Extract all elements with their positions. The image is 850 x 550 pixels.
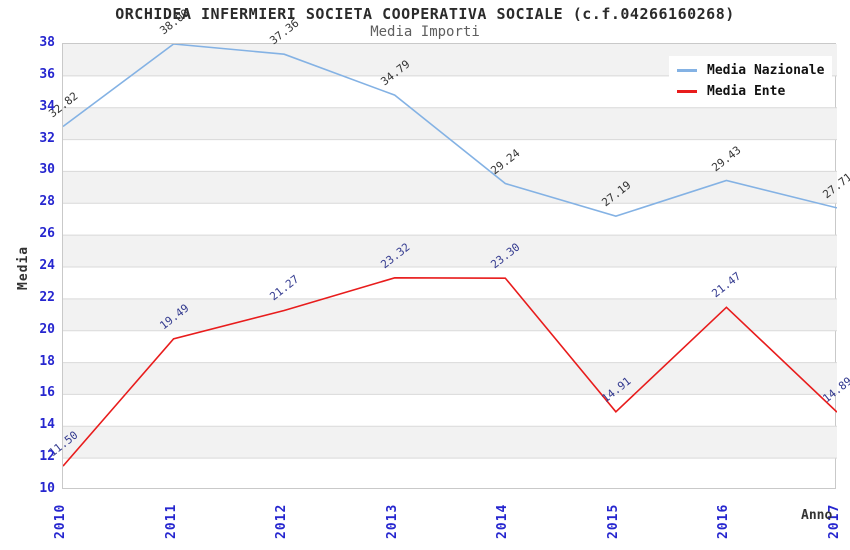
y-tick-label: 34 — [39, 98, 55, 114]
legend: Media Nazionale Media Ente — [669, 56, 833, 106]
grid-band — [63, 171, 837, 204]
y-tick-label: 28 — [39, 194, 55, 210]
y-tick-label: 20 — [39, 321, 55, 337]
chart-title: ORCHIDEA INFERMIERI SOCIETA COOPERATIVA … — [115, 5, 735, 23]
y-tick-label: 30 — [39, 162, 55, 178]
data-point-label: 29.24 — [488, 146, 523, 177]
x-tick-label: 2012 — [274, 503, 290, 539]
x-tick-label: 2014 — [495, 503, 511, 539]
y-tick-label: 18 — [39, 353, 55, 369]
y-tick-label: 38 — [39, 35, 55, 50]
nazionale-line-swatch-icon — [677, 69, 697, 72]
grid-band — [63, 362, 837, 395]
data-point-label: 27.19 — [599, 178, 634, 210]
y-tick-label: 12 — [39, 449, 55, 465]
data-point-label: 29.43 — [709, 143, 744, 174]
x-tick-label: 2013 — [384, 503, 400, 539]
data-point-label: 23.30 — [488, 240, 523, 272]
x-axis-title: Anno — [801, 508, 833, 523]
y-tick-label: 36 — [39, 66, 55, 82]
y-tick-label: 24 — [39, 258, 55, 273]
data-point-label: 19.49 — [156, 301, 192, 333]
y-tick-label: 22 — [39, 289, 55, 305]
data-point-labels: 32.82 38.00 37.36 34.79 29.24 27.19 29.43 27.71… — [46, 7, 850, 488]
data-point-label: 23.32 — [378, 240, 413, 272]
data-point-label: 21.47 — [709, 269, 744, 301]
legend-item-media-ente: Media Ente — [677, 81, 824, 102]
data-point-label: 14.91 — [599, 374, 634, 405]
data-point-label: 21.27 — [267, 273, 302, 304]
y-tick-label: 16 — [39, 385, 55, 401]
x-tick-label: 2015 — [605, 503, 621, 539]
x-tick-label: 2016 — [716, 503, 732, 539]
legend-label: Media Ente — [707, 84, 786, 99]
series-line-media-nazionale — [63, 44, 837, 218]
y-tick-label: 14 — [39, 417, 55, 433]
grid-band — [63, 107, 837, 140]
x-tick-label: 2011 — [163, 503, 179, 539]
y-tick-label: 32 — [39, 130, 55, 146]
data-point-label: 34.79 — [378, 57, 413, 89]
grid-band — [63, 235, 837, 267]
legend-item-media-nazionale: Media Nazionale — [677, 60, 824, 81]
plot-area: 32.82 38.00 37.36 34.79 29.24 27.19 29.43 27.71… — [46, 7, 850, 489]
chart-subtitle: Media Importi — [370, 24, 480, 40]
grid-band — [63, 426, 837, 459]
legend-label: Media Nazionale — [707, 63, 825, 78]
series-line-media-ente — [63, 277, 837, 467]
chart-lines-svg — [63, 44, 837, 467]
x-tick-label: 2010 — [53, 503, 68, 539]
ente-line-swatch-icon — [677, 90, 697, 93]
y-tick-label: 26 — [39, 226, 55, 242]
y-tick-label: 10 — [39, 481, 55, 496]
